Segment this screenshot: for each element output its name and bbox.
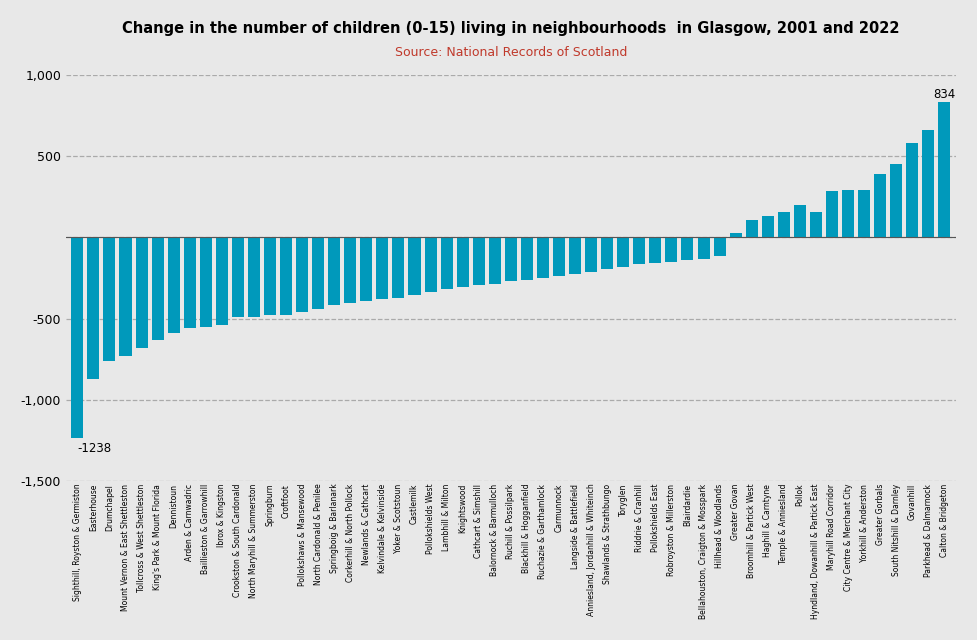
- Bar: [777, 212, 789, 237]
- Bar: [424, 237, 436, 292]
- Bar: [408, 237, 420, 295]
- Bar: [906, 143, 917, 237]
- Bar: [328, 237, 340, 305]
- Bar: [360, 237, 372, 301]
- Bar: [441, 237, 452, 289]
- Bar: [921, 129, 933, 237]
- Bar: [664, 237, 677, 262]
- Bar: [151, 237, 163, 340]
- Bar: [601, 237, 613, 269]
- Bar: [584, 237, 597, 273]
- Title: Change in the number of children (0-15) living in neighbourhoods  in Glasgow, 20: Change in the number of children (0-15) …: [122, 21, 899, 53]
- Bar: [873, 174, 885, 237]
- Bar: [456, 237, 468, 287]
- Bar: [793, 205, 805, 237]
- Bar: [713, 237, 725, 256]
- Bar: [937, 102, 950, 237]
- Bar: [136, 237, 148, 348]
- Bar: [488, 237, 500, 284]
- Bar: [536, 237, 548, 278]
- Bar: [841, 189, 853, 237]
- Bar: [376, 237, 388, 299]
- Bar: [633, 237, 645, 264]
- Text: 834: 834: [932, 88, 955, 100]
- Bar: [744, 220, 757, 237]
- Bar: [889, 164, 902, 237]
- Bar: [809, 212, 821, 237]
- Bar: [344, 237, 356, 303]
- Bar: [649, 237, 660, 262]
- Bar: [472, 237, 485, 285]
- Bar: [167, 237, 180, 333]
- Bar: [216, 237, 228, 325]
- Bar: [71, 237, 83, 438]
- Bar: [552, 237, 565, 276]
- Bar: [119, 237, 131, 356]
- Bar: [826, 191, 837, 237]
- Bar: [697, 237, 709, 259]
- Bar: [521, 237, 532, 280]
- Bar: [104, 237, 115, 361]
- Bar: [857, 189, 870, 237]
- Bar: [312, 237, 323, 309]
- Text: Source: National Records of Scotland: Source: National Records of Scotland: [395, 46, 626, 59]
- Bar: [199, 237, 212, 327]
- Bar: [729, 232, 741, 237]
- Bar: [296, 237, 308, 312]
- Bar: [761, 216, 773, 237]
- Bar: [87, 237, 100, 379]
- Bar: [247, 237, 260, 317]
- Bar: [184, 237, 195, 328]
- Bar: [569, 237, 580, 274]
- Bar: [504, 237, 516, 282]
- Bar: [392, 237, 404, 298]
- Bar: [616, 237, 628, 267]
- Bar: [264, 237, 276, 316]
- Bar: [681, 237, 693, 260]
- Bar: [232, 237, 243, 317]
- Bar: [279, 237, 292, 316]
- Text: -1238: -1238: [77, 442, 111, 456]
